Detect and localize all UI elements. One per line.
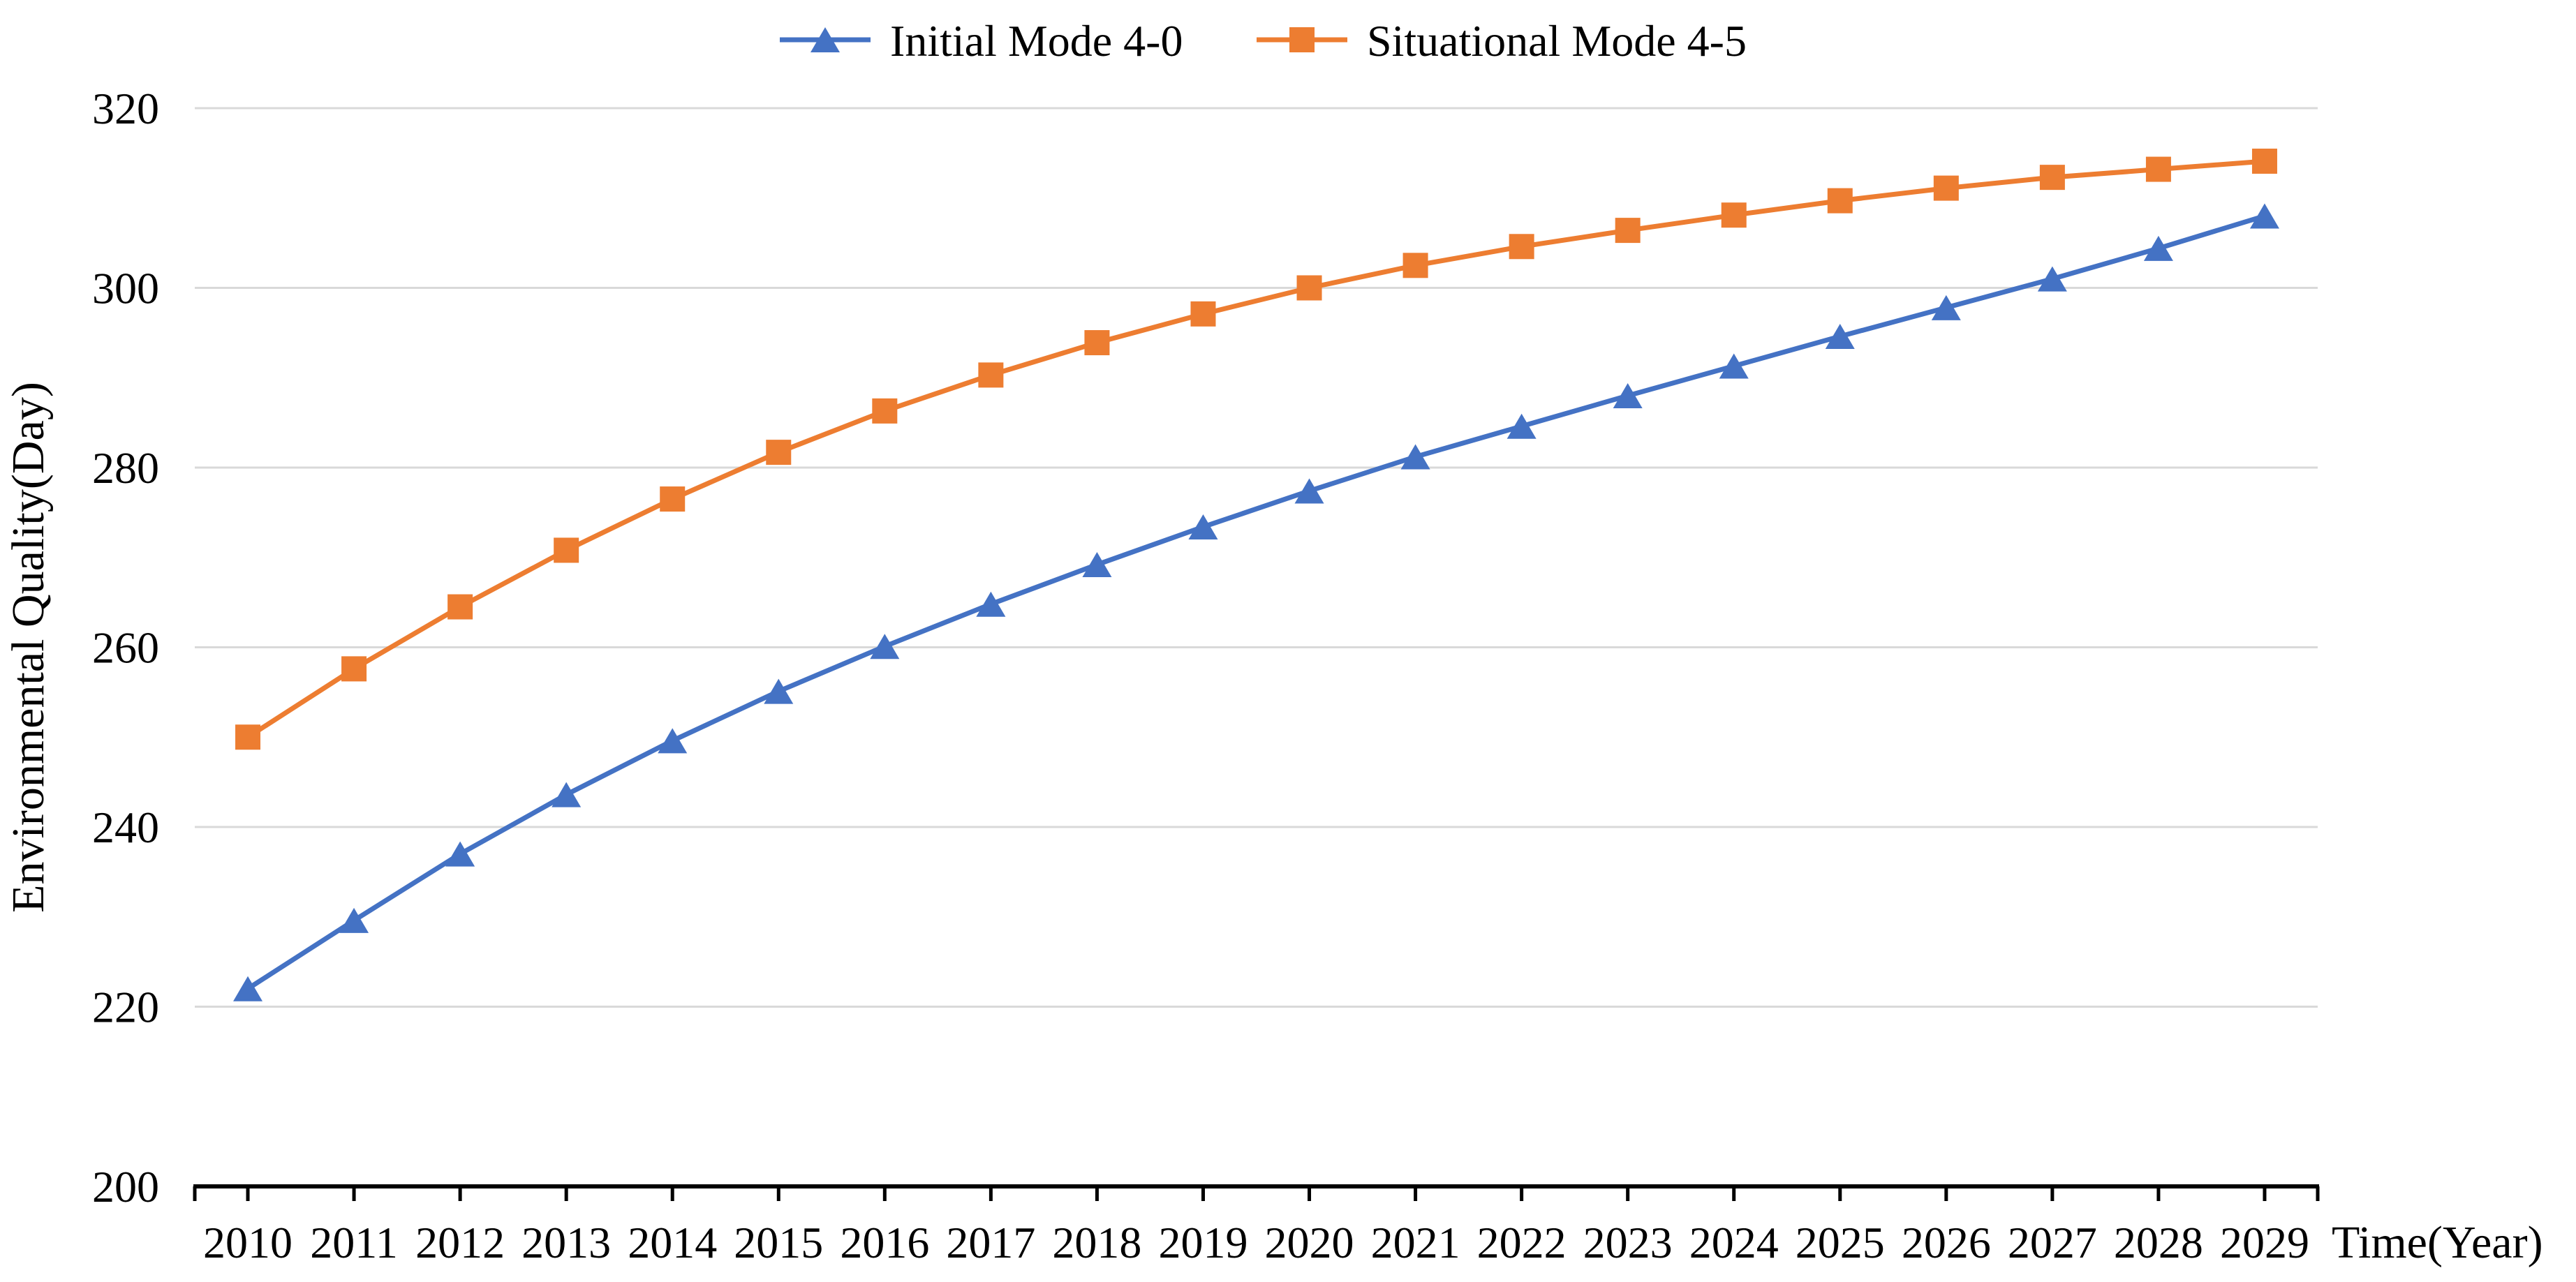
data-point-initial-mode-4-0-2013 [552, 782, 582, 807]
data-point-situational-mode-4-5-2029 [2251, 148, 2277, 174]
series-situational-mode-4-5 [235, 148, 2277, 750]
y-tick-label-200: 200 [92, 1162, 159, 1212]
x-tick-label-2029: 2029 [2220, 1218, 2309, 1267]
y-tick-label-240: 240 [92, 803, 159, 852]
data-point-situational-mode-4-5-2022 [1509, 234, 1534, 260]
x-tick-label-2015: 2015 [734, 1218, 823, 1267]
x-tick-label-2020: 2020 [1265, 1218, 1354, 1267]
legend: Initial Mode 4-0 Situational Mode 4-5 [780, 16, 1747, 66]
data-point-situational-mode-4-5-2019 [1190, 301, 1216, 327]
legend-entry-situational-mode-4-5: Situational Mode 4-5 [1257, 16, 1747, 66]
data-point-initial-mode-4-0-2028 [2143, 235, 2173, 261]
y-tick-label-320: 320 [92, 84, 159, 133]
x-tick-label-2010: 2010 [203, 1218, 293, 1267]
legend-label-situational-mode-4-5: Situational Mode 4-5 [1367, 16, 1747, 66]
y-tick-label-300: 300 [92, 264, 159, 313]
data-point-initial-mode-4-0-2026 [1931, 295, 1961, 320]
gridlines [195, 107, 2318, 1008]
x-tick-label-2024: 2024 [1689, 1218, 1779, 1267]
legend-label-initial-mode-4-0: Initial Mode 4-0 [890, 16, 1183, 66]
data-point-initial-mode-4-0-2010 [233, 976, 263, 1001]
series-initial-mode-4-0 [233, 203, 2279, 1001]
x-tick-label-2025: 2025 [1796, 1218, 1885, 1267]
data-point-initial-mode-4-0-2019 [1188, 514, 1218, 539]
x-axis [193, 1184, 2320, 1201]
x-axis-labels: 2010 2011 2012 2013 2014 2015 2016 2017 2018 2019… [203, 1218, 2309, 1267]
y-tick-label-220: 220 [92, 983, 159, 1032]
data-point-initial-mode-4-0-2027 [2037, 266, 2067, 292]
data-point-situational-mode-4-5-2014 [660, 486, 686, 512]
data-point-initial-mode-4-0-2025 [1825, 324, 1855, 350]
data-point-situational-mode-4-5-2028 [2145, 156, 2171, 182]
data-point-initial-mode-4-0-2029 [2249, 203, 2279, 229]
series-line-initial-mode-4-0 [246, 214, 2265, 991]
data-point-situational-mode-4-5-2010 [235, 724, 261, 750]
data-point-situational-mode-4-5-2015 [766, 440, 792, 465]
x-tick-label-2019: 2019 [1158, 1218, 1248, 1267]
x-axis-title: Time(Year) [2332, 1217, 2543, 1268]
x-tick-label-2014: 2014 [628, 1218, 717, 1267]
data-point-situational-mode-4-5-2027 [2039, 165, 2065, 191]
data-point-initial-mode-4-0-2022 [1507, 413, 1537, 439]
x-tick-label-2027: 2027 [2008, 1218, 2097, 1267]
data-point-situational-mode-4-5-2020 [1296, 275, 1322, 301]
x-tick-label-2028: 2028 [2114, 1218, 2203, 1267]
data-point-initial-mode-4-0-2023 [1613, 383, 1643, 408]
data-point-initial-mode-4-0-2011 [339, 907, 369, 933]
legend-triangle-icon [810, 27, 840, 52]
data-point-situational-mode-4-5-2025 [1827, 188, 1853, 214]
data-point-situational-mode-4-5-2026 [1933, 175, 1959, 201]
data-point-initial-mode-4-0-2024 [1719, 353, 1749, 379]
data-point-initial-mode-4-0-2021 [1400, 444, 1430, 470]
data-point-initial-mode-4-0-2012 [445, 841, 475, 867]
y-axis-labels: 200 220 240 260 280 300 320 [92, 84, 159, 1212]
legend-square-icon [1289, 27, 1315, 52]
x-tick-label-2017: 2017 [946, 1218, 1035, 1267]
data-point-situational-mode-4-5-2016 [872, 398, 898, 424]
data-point-situational-mode-4-5-2011 [341, 656, 367, 682]
x-tick-label-2013: 2013 [521, 1218, 611, 1267]
y-tick-label-260: 260 [92, 623, 159, 673]
series-line-situational-mode-4-5 [246, 158, 2265, 740]
data-point-situational-mode-4-5-2024 [1721, 202, 1747, 228]
x-tick-label-2026: 2026 [1902, 1218, 1991, 1267]
y-axis-title: Environmental Quality(Day) [3, 382, 54, 913]
data-point-initial-mode-4-0-2017 [976, 591, 1006, 617]
x-tick-label-2012: 2012 [415, 1218, 505, 1267]
x-tick-label-2023: 2023 [1583, 1218, 1673, 1267]
x-tick-label-2011: 2011 [310, 1218, 398, 1267]
data-point-situational-mode-4-5-2021 [1402, 253, 1428, 278]
x-tick-label-2016: 2016 [840, 1218, 929, 1267]
data-point-initial-mode-4-0-2014 [658, 728, 688, 754]
data-point-situational-mode-4-5-2017 [978, 362, 1004, 388]
data-point-initial-mode-4-0-2015 [764, 678, 794, 704]
data-point-situational-mode-4-5-2023 [1615, 218, 1641, 244]
x-tick-label-2018: 2018 [1052, 1218, 1141, 1267]
x-tick-label-2022: 2022 [1477, 1218, 1567, 1267]
x-tick-label-2021: 2021 [1371, 1218, 1460, 1267]
data-point-initial-mode-4-0-2016 [870, 634, 900, 659]
y-tick-label-280: 280 [92, 443, 159, 493]
data-point-initial-mode-4-0-2018 [1082, 552, 1112, 578]
data-point-situational-mode-4-5-2013 [554, 537, 579, 563]
data-point-situational-mode-4-5-2012 [447, 594, 473, 620]
data-point-situational-mode-4-5-2018 [1084, 330, 1110, 356]
legend-entry-initial-mode-4-0: Initial Mode 4-0 [780, 16, 1183, 66]
data-point-initial-mode-4-0-2020 [1294, 478, 1324, 504]
